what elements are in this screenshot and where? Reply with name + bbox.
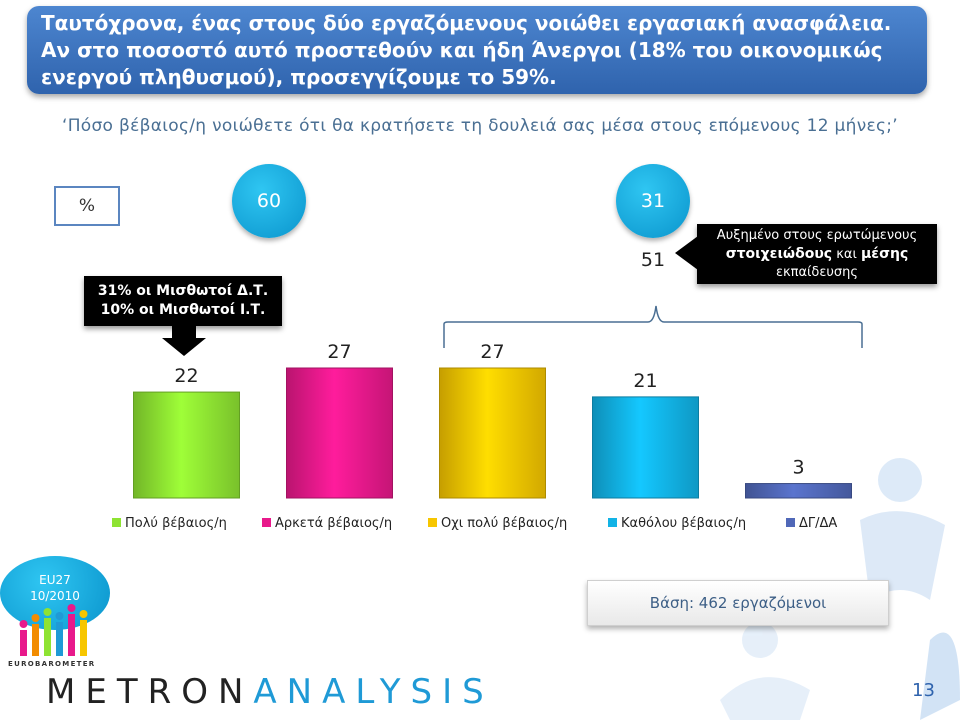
legend-label-4: Καθόλου βέβαιος/η: [621, 516, 746, 531]
grouped-value-label: 51: [640, 249, 666, 271]
eu-badge-line-2: 10/2010: [30, 589, 80, 603]
bar-value-label-1: 22: [174, 365, 198, 387]
callout-line-2: στοιχειώδους και μέσης: [697, 245, 937, 264]
callout-mid: και: [836, 247, 857, 262]
bar-2: [286, 367, 393, 499]
callout-strong-1: στοιχειώδους: [725, 246, 833, 262]
eu-badge-line-1: EU27: [39, 573, 71, 587]
legend-swatch-3: [428, 518, 437, 527]
callout-arrow-down-icon: [162, 326, 206, 356]
bar-value-label-3: 27: [480, 341, 504, 363]
eurobarometer-logo-text: EUROBAROMETER: [8, 660, 96, 668]
callout-left-line-1: 31% οι Μισθωτοί Δ.Τ.: [97, 283, 269, 299]
legend-swatch-5: [786, 518, 795, 527]
logo-word-metron: METRON: [46, 672, 254, 712]
employees-callout: 31% οι Μισθωτοί Δ.Τ. 10% οι Μισθωτοί Ι.Τ…: [84, 276, 282, 326]
legend-swatch-1: [112, 518, 121, 527]
bar-value-label-5: 3: [792, 457, 804, 479]
bar-3: [439, 367, 546, 499]
survey-question: ‘Πόσο βέβαιος/η νοιώθετε ότι θα κρατήσετ…: [61, 116, 899, 136]
callout-line-3: εκπαίδευσης: [775, 265, 859, 280]
page-number: 13: [912, 680, 935, 701]
legend-label-1: Πολύ βέβαιος/η: [125, 516, 227, 531]
base-note: Βάση: 462 εργαζόμενοι: [587, 580, 889, 626]
legend-swatch-2: [262, 518, 271, 527]
bar-value-label-4: 21: [633, 370, 657, 392]
metron-analysis-logo: METRONANALYSIS: [46, 672, 494, 712]
summary-circle-sure: 60: [232, 164, 306, 238]
slide-title: Ταυτόχρονα, ένας στους δύο εργαζόμενους …: [41, 11, 892, 89]
logo-bars-icon: [19, 604, 88, 656]
unit-label: %: [54, 186, 120, 226]
callout-line-1: Αυξημένο στους ερωτώμενους: [716, 228, 918, 243]
legend-swatch-4: [608, 518, 617, 527]
logo-word-analysis: ANALYSIS: [253, 672, 494, 712]
callout-strong-2: μέσης: [861, 246, 909, 262]
legend-label-5: ΔΓ/ΔΑ: [799, 516, 837, 531]
callout-arrow-left-icon: [675, 236, 698, 270]
legend-label-3: Οχι πολύ βέβαιος/η: [441, 516, 567, 531]
legend-label-2: Αρκετά βέβαιος/η: [275, 516, 392, 531]
bar-4: [592, 396, 699, 499]
bar-value-label-2: 27: [327, 341, 351, 363]
bar-5: [745, 483, 852, 499]
summary-circle-not-sure: 31: [616, 164, 690, 238]
eu-badge: EU27 10/2010: [0, 556, 110, 630]
callout-left-line-2: 10% οι Μισθωτοί Ι.Τ.: [100, 302, 266, 318]
bar-1: [133, 391, 240, 499]
title-banner: Ταυτόχρονα, ένας στους δύο εργαζόμενους …: [27, 6, 927, 94]
education-callout: Αυξημένο στους ερωτώμενους στοιχειώδους …: [697, 224, 937, 284]
group-brace: [443, 305, 863, 348]
